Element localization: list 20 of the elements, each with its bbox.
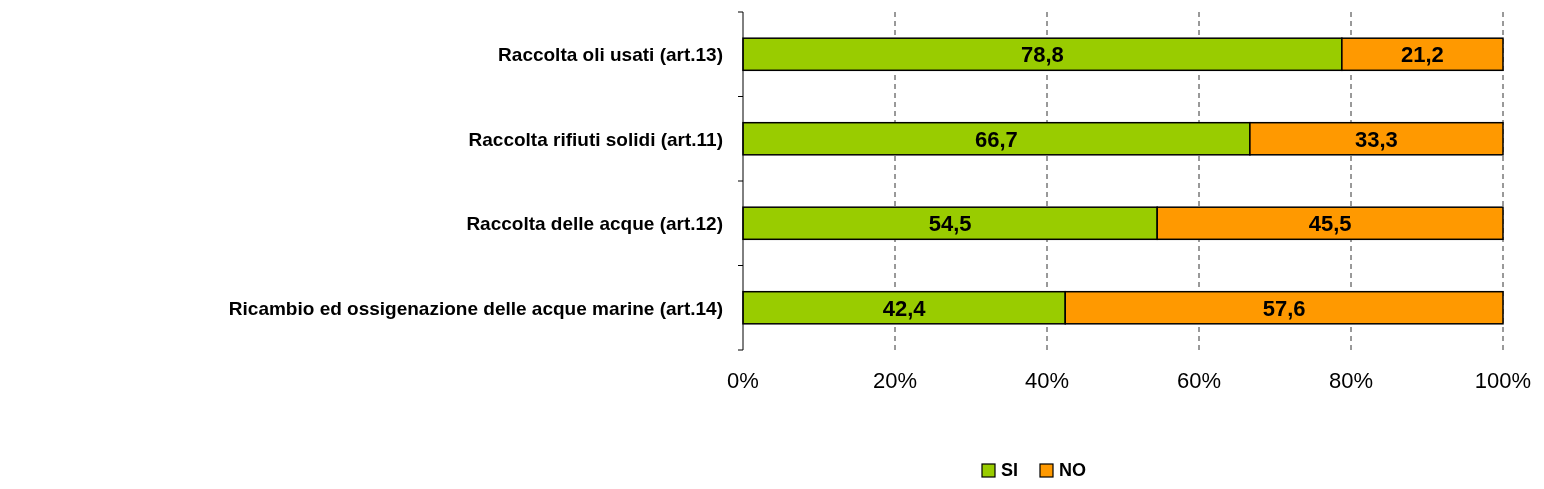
legend-label: NO bbox=[1059, 460, 1086, 481]
data-label: 21,2 bbox=[1401, 42, 1444, 68]
x-tick-label: 100% bbox=[1474, 368, 1532, 393]
x-tick-label: 40% bbox=[1024, 368, 1070, 393]
y-tick-label: Ricambio ed ossigenazione delle acque marine (art.14) bbox=[228, 297, 723, 319]
data-label: 57,6 bbox=[1262, 295, 1306, 321]
data-label: 33,3 bbox=[1355, 126, 1398, 152]
data-label: 78,8 bbox=[1021, 42, 1064, 68]
data-label: 66,7 bbox=[975, 126, 1018, 152]
y-tick-label: Raccolta oli usati (art.13) bbox=[498, 44, 723, 66]
legend-label: SI bbox=[1001, 460, 1019, 481]
x-tick-label: 20% bbox=[872, 368, 918, 393]
y-tick-label: Raccolta rifiuti solidi (art.11) bbox=[468, 128, 723, 150]
data-label: 45,5 bbox=[1308, 211, 1352, 237]
x-tick-label: 0% bbox=[727, 368, 759, 393]
x-tick-label: 80% bbox=[1328, 368, 1374, 393]
data-label: 54,5 bbox=[928, 211, 972, 237]
y-tick-label: Raccolta delle acque (art.12) bbox=[466, 213, 723, 235]
x-tick-label: 60% bbox=[1176, 368, 1222, 393]
data-label: 42,4 bbox=[882, 295, 927, 321]
